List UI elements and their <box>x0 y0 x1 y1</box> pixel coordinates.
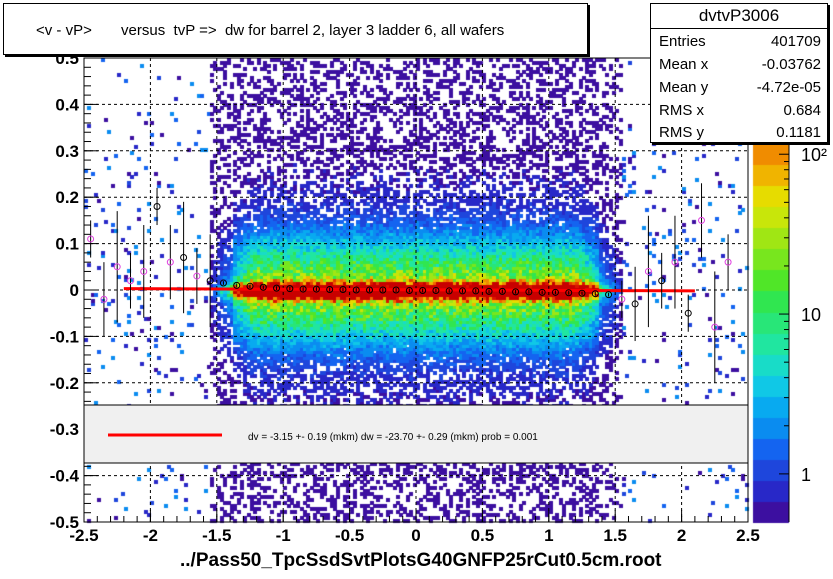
stats-row-mean-y: Mean y -4.72e-05 <box>659 77 821 99</box>
profile-point <box>419 286 427 294</box>
y-tick-label: 0.2 <box>55 188 79 207</box>
stats-value: 0.1181 <box>776 124 821 141</box>
profile-point <box>366 286 374 294</box>
fit-legend-box: dv = -3.15 +- 0.19 (mkm) dw = -23.70 +- … <box>83 404 749 464</box>
profile-point <box>206 277 214 285</box>
profile-point <box>180 254 188 262</box>
axes: -2.5 -2 -1.5 -1 -0.5 0 0.5 1 1.5 2 2.5 -0.5 -0.4 -0.3… <box>50 49 760 545</box>
plot-title: <v - vP> versus tvP => dw for barrel 2, … <box>36 22 505 39</box>
profile-points <box>87 183 732 383</box>
y-tick-label: 0.1 <box>55 235 79 254</box>
y-tick-label: 0 <box>70 281 79 300</box>
profile-point <box>259 283 267 291</box>
stats-label: Entries <box>659 33 706 50</box>
profile-point <box>140 267 148 275</box>
x-axis-label: ../Pass50_TpcSsdSvtPlotsG40GNFP25rCut0.5… <box>180 550 662 571</box>
profile-point <box>472 287 480 295</box>
profile-point <box>273 284 281 292</box>
x-tick-label: -1 <box>276 526 291 545</box>
stats-box: dvtvP3006 Entries 401709 Mean x -0.03762… <box>650 3 828 143</box>
y-tick-label: -0.4 <box>50 467 80 486</box>
profile-point <box>458 287 466 295</box>
profile-point <box>445 287 453 295</box>
y-tick-label: -0.5 <box>50 513 79 532</box>
profile-point <box>485 287 493 295</box>
y-tick-label: 0.4 <box>55 95 79 114</box>
x-tick-label: -2.5 <box>69 526 98 545</box>
profile-point <box>246 282 254 290</box>
profile-point <box>658 277 666 285</box>
z-tick-label: 10 <box>801 305 821 325</box>
z-tick-label: 1 <box>801 465 811 485</box>
profile-point <box>591 290 599 298</box>
profile-point <box>233 281 241 289</box>
profile-point <box>100 295 108 303</box>
plot-title-box: <v - vP> versus tvP => dw for barrel 2, … <box>3 3 588 55</box>
stats-row-mean-x: Mean x -0.03762 <box>659 54 821 76</box>
x-tick-label: -2 <box>143 526 158 545</box>
profile-point <box>219 279 227 287</box>
profile-point <box>684 309 692 317</box>
x-tick-label: 1.5 <box>603 526 627 545</box>
y-tick-label: -0.2 <box>50 374 79 393</box>
stats-histogram-name: dvtvP3006 <box>651 4 827 29</box>
profile-point <box>525 288 533 296</box>
profile-point <box>551 288 559 296</box>
profile-point <box>498 287 506 295</box>
profile-point <box>193 272 201 280</box>
stats-value: -0.03762 <box>761 56 821 73</box>
stats-value: -4.72e-05 <box>756 79 821 96</box>
y-tick-label: -0.3 <box>50 420 79 439</box>
profile-point <box>618 295 626 303</box>
profile-point <box>352 286 360 294</box>
stats-row-entries: Entries 401709 <box>659 31 821 53</box>
profile-point <box>578 289 586 297</box>
profile-point <box>379 286 387 294</box>
stats-row-rms-x: RMS x 0.684 <box>659 100 821 122</box>
profile-point <box>698 216 706 224</box>
profile-point <box>605 291 613 299</box>
profile-point <box>644 267 652 275</box>
profile-point <box>126 277 134 285</box>
stats-label: Mean y <box>659 79 709 96</box>
y-tick-label: 0.3 <box>55 142 79 161</box>
profile-point <box>392 286 400 294</box>
profile-point <box>286 285 294 293</box>
stats-label: RMS x <box>659 102 704 119</box>
x-tick-label: 2.5 <box>736 526 760 545</box>
fit-legend-text: dv = -3.15 +- 0.19 (mkm) dw = -23.70 +- … <box>248 432 538 443</box>
stats-row-rms-y: RMS y 0.1181 <box>659 122 821 144</box>
profile-point <box>326 286 334 294</box>
profile-point <box>711 323 719 331</box>
x-tick-label: -0.5 <box>335 526 364 545</box>
x-tick-label: -1.5 <box>202 526 231 545</box>
profile-point <box>312 285 320 293</box>
x-tick-label: 0.5 <box>471 526 495 545</box>
profile-point <box>153 202 161 210</box>
stats-value: 401709 <box>770 33 821 50</box>
profile-point <box>113 263 121 271</box>
profile-point <box>631 300 639 308</box>
profile-point <box>512 288 520 296</box>
x-tick-label: 1 <box>544 526 553 545</box>
profile-point <box>299 285 307 293</box>
profile-point <box>87 235 95 243</box>
profile-point <box>724 258 732 266</box>
profile-point <box>671 258 679 266</box>
profile-point <box>565 289 573 297</box>
profile-point <box>538 288 546 296</box>
profile-point <box>432 286 440 294</box>
stats-label: Mean x <box>659 56 709 73</box>
stats-label: RMS y <box>659 124 704 141</box>
z-tick-label: 10² <box>801 145 827 165</box>
profile-point <box>339 286 347 294</box>
profile-point <box>166 258 174 266</box>
profile-point <box>405 286 413 294</box>
x-tick-label: 0 <box>411 526 420 545</box>
x-tick-label: 2 <box>677 526 686 545</box>
stats-value: 0.684 <box>783 102 821 119</box>
y-tick-label: -0.1 <box>50 327 79 346</box>
